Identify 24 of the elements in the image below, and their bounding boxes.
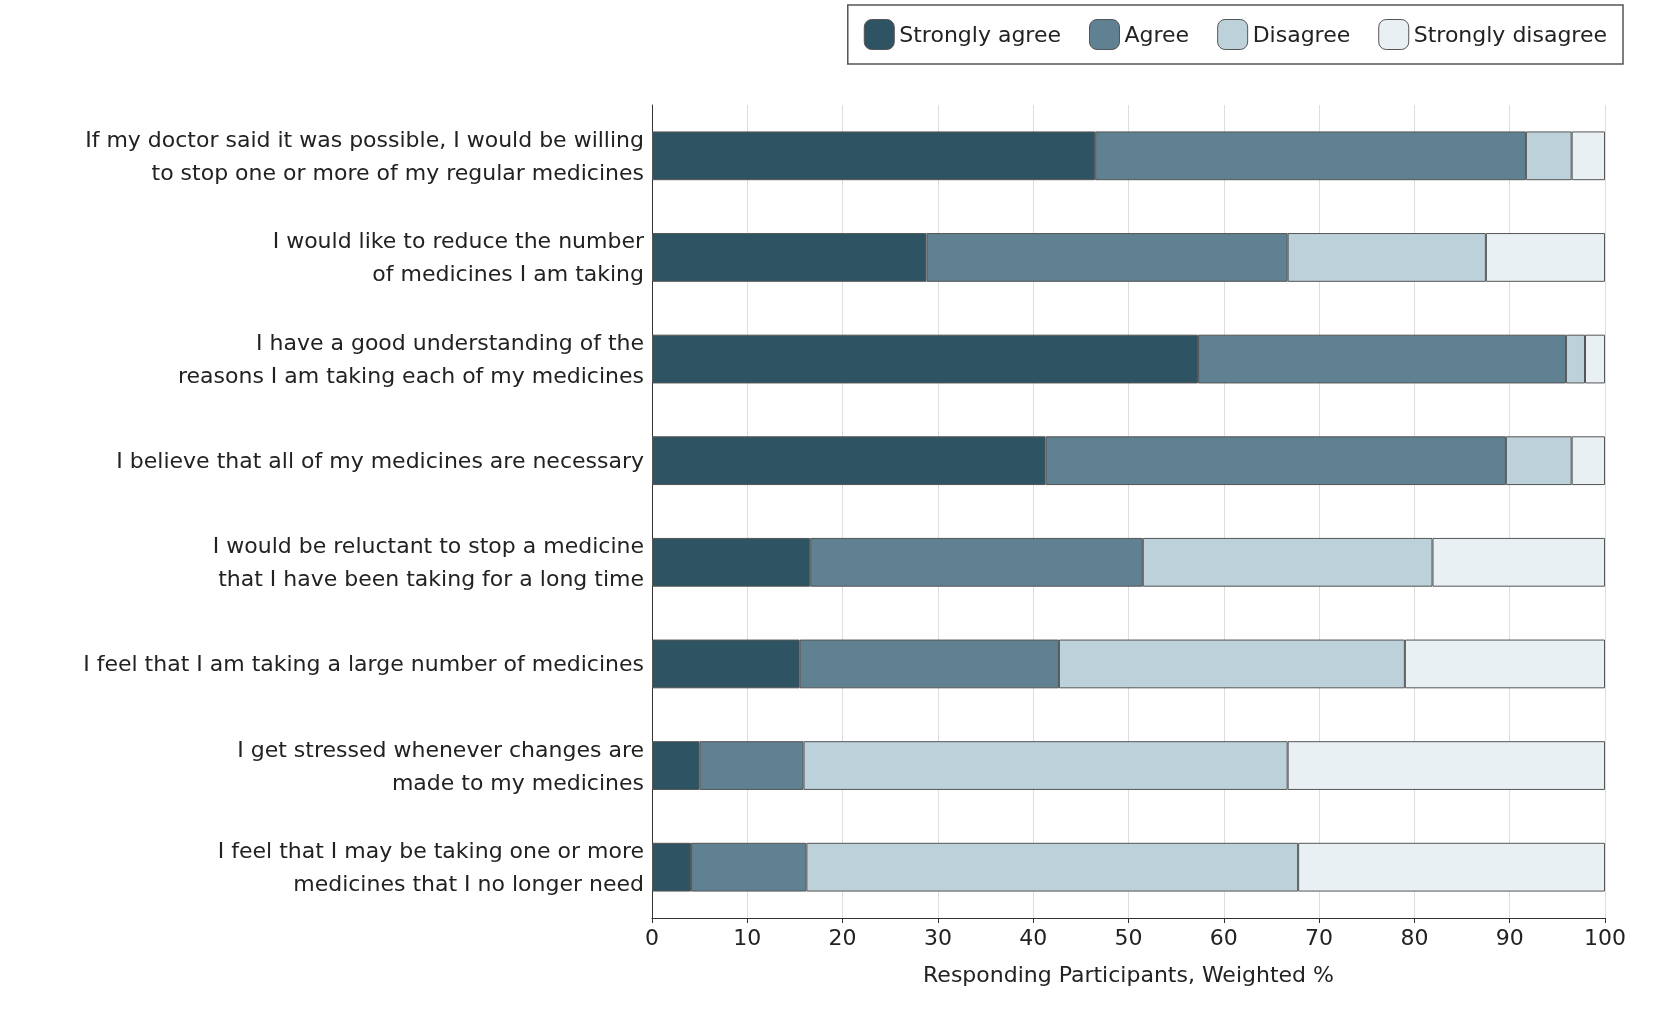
y-tick-label: I have a good understanding of the reasons I am taking each of my medicines	[177, 330, 644, 389]
y-tick-label: If my doctor said it was possible, I would be willing to stop one or more of my regular medicines	[85, 126, 644, 185]
x-tick-label: 100	[1584, 924, 1626, 950]
legend-label: Disagree	[1252, 22, 1351, 47]
x-tick-label: 20	[828, 924, 857, 950]
x-axis-title: Responding Participants, Weighted %	[923, 961, 1334, 987]
legend-label: Strongly disagree	[1413, 22, 1607, 47]
legend-label: Strongly agree	[899, 22, 1062, 47]
y-tick-label: I feel that I may be taking one or more medicines that I no longer need	[217, 838, 644, 897]
y-tick-label: I believe that all of my medicines are necessary	[116, 448, 644, 474]
x-tick-label: 0	[645, 924, 659, 950]
x-tick-label: 60	[1209, 924, 1238, 950]
y-tick-label: I feel that I am taking a large number of medicines	[83, 651, 644, 677]
y-tick-label: I would be reluctant to stop a medicine that I have been taking for a long time	[212, 533, 644, 592]
x-tick-label: 80	[1400, 924, 1429, 950]
x-tick-label: 10	[733, 924, 762, 950]
y-tick-label: I would like to reduce the number of medicines I am taking	[272, 228, 645, 287]
x-tick-label: 90	[1495, 924, 1524, 950]
x-tick-label: 50	[1114, 924, 1143, 950]
x-tick-label: 30	[923, 924, 952, 950]
y-tick-label: I get stressed whenever changes are made to my medicines	[237, 736, 644, 795]
x-tick-label: 40	[1019, 924, 1048, 950]
x-tick-label: 70	[1305, 924, 1334, 950]
legend-label: Agree	[1124, 22, 1190, 47]
